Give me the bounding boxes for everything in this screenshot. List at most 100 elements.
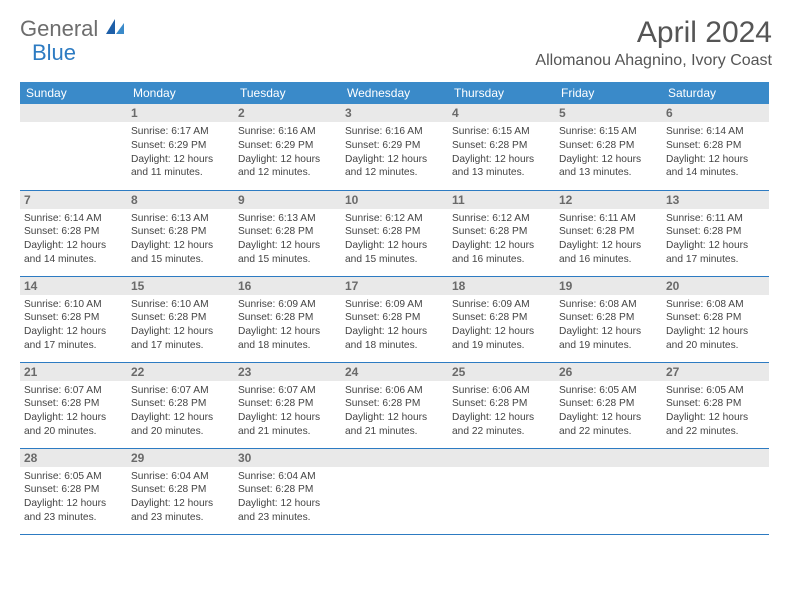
day-cell: 16Sunrise: 6:09 AMSunset: 6:28 PMDayligh… [234, 276, 341, 362]
sunset-line: Sunset: 6:28 PM [238, 311, 337, 325]
sunset-line: Sunset: 6:28 PM [131, 397, 230, 411]
week-row: 14Sunrise: 6:10 AMSunset: 6:28 PMDayligh… [20, 276, 769, 362]
sunrise-line: Sunrise: 6:13 AM [238, 212, 337, 226]
day-cell: 26Sunrise: 6:05 AMSunset: 6:28 PMDayligh… [555, 362, 662, 448]
month-title: April 2024 [535, 16, 772, 50]
day-cell: 13Sunrise: 6:11 AMSunset: 6:28 PMDayligh… [662, 190, 769, 276]
day-body: Sunrise: 6:05 AMSunset: 6:28 PMDaylight:… [20, 467, 127, 531]
daylight-line: Daylight: 12 hours and 16 minutes. [559, 239, 658, 267]
day-body: Sunrise: 6:15 AMSunset: 6:28 PMDaylight:… [555, 122, 662, 186]
day-body: Sunrise: 6:16 AMSunset: 6:29 PMDaylight:… [234, 122, 341, 186]
day-cell: 17Sunrise: 6:09 AMSunset: 6:28 PMDayligh… [341, 276, 448, 362]
dow-cell: Friday [555, 82, 662, 104]
day-number: 14 [20, 277, 127, 295]
logo-text-blue: Blue [32, 40, 76, 65]
day-cell: 19Sunrise: 6:08 AMSunset: 6:28 PMDayligh… [555, 276, 662, 362]
day-cell: 8Sunrise: 6:13 AMSunset: 6:28 PMDaylight… [127, 190, 234, 276]
sunset-line: Sunset: 6:28 PM [238, 483, 337, 497]
header: General Blue April 2024 Allomanou Ahagni… [0, 0, 792, 74]
sunrise-line: Sunrise: 6:17 AM [131, 125, 230, 139]
sunrise-line: Sunrise: 6:08 AM [559, 298, 658, 312]
day-body: Sunrise: 6:09 AMSunset: 6:28 PMDaylight:… [341, 295, 448, 359]
sunset-line: Sunset: 6:29 PM [345, 139, 444, 153]
daylight-line: Daylight: 12 hours and 13 minutes. [559, 153, 658, 181]
day-number: 26 [555, 363, 662, 381]
daylight-line: Daylight: 12 hours and 13 minutes. [452, 153, 551, 181]
day-number: 6 [662, 104, 769, 122]
sunrise-line: Sunrise: 6:09 AM [238, 298, 337, 312]
sunrise-line: Sunrise: 6:04 AM [131, 470, 230, 484]
daylight-line: Daylight: 12 hours and 23 minutes. [24, 497, 123, 525]
day-cell: 21Sunrise: 6:07 AMSunset: 6:28 PMDayligh… [20, 362, 127, 448]
daylight-line: Daylight: 12 hours and 17 minutes. [666, 239, 765, 267]
day-body: Sunrise: 6:12 AMSunset: 6:28 PMDaylight:… [448, 209, 555, 273]
sunrise-line: Sunrise: 6:05 AM [559, 384, 658, 398]
dow-cell: Thursday [448, 82, 555, 104]
logo-sail-icon [104, 17, 126, 42]
day-number: 13 [662, 191, 769, 209]
daylight-line: Daylight: 12 hours and 21 minutes. [345, 411, 444, 439]
dow-cell: Saturday [662, 82, 769, 104]
sunrise-line: Sunrise: 6:16 AM [345, 125, 444, 139]
week-row: 1Sunrise: 6:17 AMSunset: 6:29 PMDaylight… [20, 104, 769, 190]
day-cell: 28Sunrise: 6:05 AMSunset: 6:28 PMDayligh… [20, 448, 127, 534]
sunset-line: Sunset: 6:28 PM [666, 397, 765, 411]
day-number: 22 [127, 363, 234, 381]
logo: General Blue [20, 16, 126, 42]
day-cell: 14Sunrise: 6:10 AMSunset: 6:28 PMDayligh… [20, 276, 127, 362]
day-body: Sunrise: 6:05 AMSunset: 6:28 PMDaylight:… [662, 381, 769, 445]
sunset-line: Sunset: 6:28 PM [24, 225, 123, 239]
day-number: 8 [127, 191, 234, 209]
sunrise-line: Sunrise: 6:06 AM [345, 384, 444, 398]
sunset-line: Sunset: 6:28 PM [559, 225, 658, 239]
day-number: 27 [662, 363, 769, 381]
day-body: Sunrise: 6:08 AMSunset: 6:28 PMDaylight:… [555, 295, 662, 359]
day-cell: 10Sunrise: 6:12 AMSunset: 6:28 PMDayligh… [341, 190, 448, 276]
day-cell: 11Sunrise: 6:12 AMSunset: 6:28 PMDayligh… [448, 190, 555, 276]
dow-row: SundayMondayTuesdayWednesdayThursdayFrid… [20, 82, 769, 104]
sunset-line: Sunset: 6:28 PM [452, 311, 551, 325]
sunrise-line: Sunrise: 6:14 AM [24, 212, 123, 226]
sunset-line: Sunset: 6:28 PM [345, 225, 444, 239]
day-cell: 3Sunrise: 6:16 AMSunset: 6:29 PMDaylight… [341, 104, 448, 190]
empty-daynum [662, 449, 769, 467]
logo-text-general: General [20, 16, 98, 42]
dow-cell: Sunday [20, 82, 127, 104]
daylight-line: Daylight: 12 hours and 17 minutes. [131, 325, 230, 353]
day-cell: 6Sunrise: 6:14 AMSunset: 6:28 PMDaylight… [662, 104, 769, 190]
sunrise-line: Sunrise: 6:09 AM [452, 298, 551, 312]
day-body: Sunrise: 6:17 AMSunset: 6:29 PMDaylight:… [127, 122, 234, 186]
sunrise-line: Sunrise: 6:09 AM [345, 298, 444, 312]
day-body: Sunrise: 6:10 AMSunset: 6:28 PMDaylight:… [127, 295, 234, 359]
day-cell: 12Sunrise: 6:11 AMSunset: 6:28 PMDayligh… [555, 190, 662, 276]
sunset-line: Sunset: 6:28 PM [666, 139, 765, 153]
day-body: Sunrise: 6:13 AMSunset: 6:28 PMDaylight:… [234, 209, 341, 273]
daylight-line: Daylight: 12 hours and 23 minutes. [238, 497, 337, 525]
day-body: Sunrise: 6:16 AMSunset: 6:29 PMDaylight:… [341, 122, 448, 186]
day-body: Sunrise: 6:11 AMSunset: 6:28 PMDaylight:… [555, 209, 662, 273]
sunset-line: Sunset: 6:28 PM [131, 311, 230, 325]
sunset-line: Sunset: 6:28 PM [559, 397, 658, 411]
day-number: 25 [448, 363, 555, 381]
location: Allomanou Ahagnino, Ivory Coast [535, 52, 772, 70]
daylight-line: Daylight: 12 hours and 22 minutes. [452, 411, 551, 439]
sunset-line: Sunset: 6:28 PM [666, 225, 765, 239]
day-body: Sunrise: 6:06 AMSunset: 6:28 PMDaylight:… [341, 381, 448, 445]
day-number: 3 [341, 104, 448, 122]
sunrise-line: Sunrise: 6:08 AM [666, 298, 765, 312]
daylight-line: Daylight: 12 hours and 23 minutes. [131, 497, 230, 525]
day-number: 7 [20, 191, 127, 209]
day-number: 24 [341, 363, 448, 381]
sunset-line: Sunset: 6:29 PM [238, 139, 337, 153]
empty-daynum [20, 104, 127, 122]
day-cell: 20Sunrise: 6:08 AMSunset: 6:28 PMDayligh… [662, 276, 769, 362]
daylight-line: Daylight: 12 hours and 11 minutes. [131, 153, 230, 181]
day-body: Sunrise: 6:04 AMSunset: 6:28 PMDaylight:… [234, 467, 341, 531]
day-cell: 1Sunrise: 6:17 AMSunset: 6:29 PMDaylight… [127, 104, 234, 190]
sunset-line: Sunset: 6:28 PM [238, 225, 337, 239]
daylight-line: Daylight: 12 hours and 17 minutes. [24, 325, 123, 353]
day-body: Sunrise: 6:12 AMSunset: 6:28 PMDaylight:… [341, 209, 448, 273]
day-body: Sunrise: 6:14 AMSunset: 6:28 PMDaylight:… [20, 209, 127, 273]
sunrise-line: Sunrise: 6:16 AM [238, 125, 337, 139]
daylight-line: Daylight: 12 hours and 15 minutes. [131, 239, 230, 267]
